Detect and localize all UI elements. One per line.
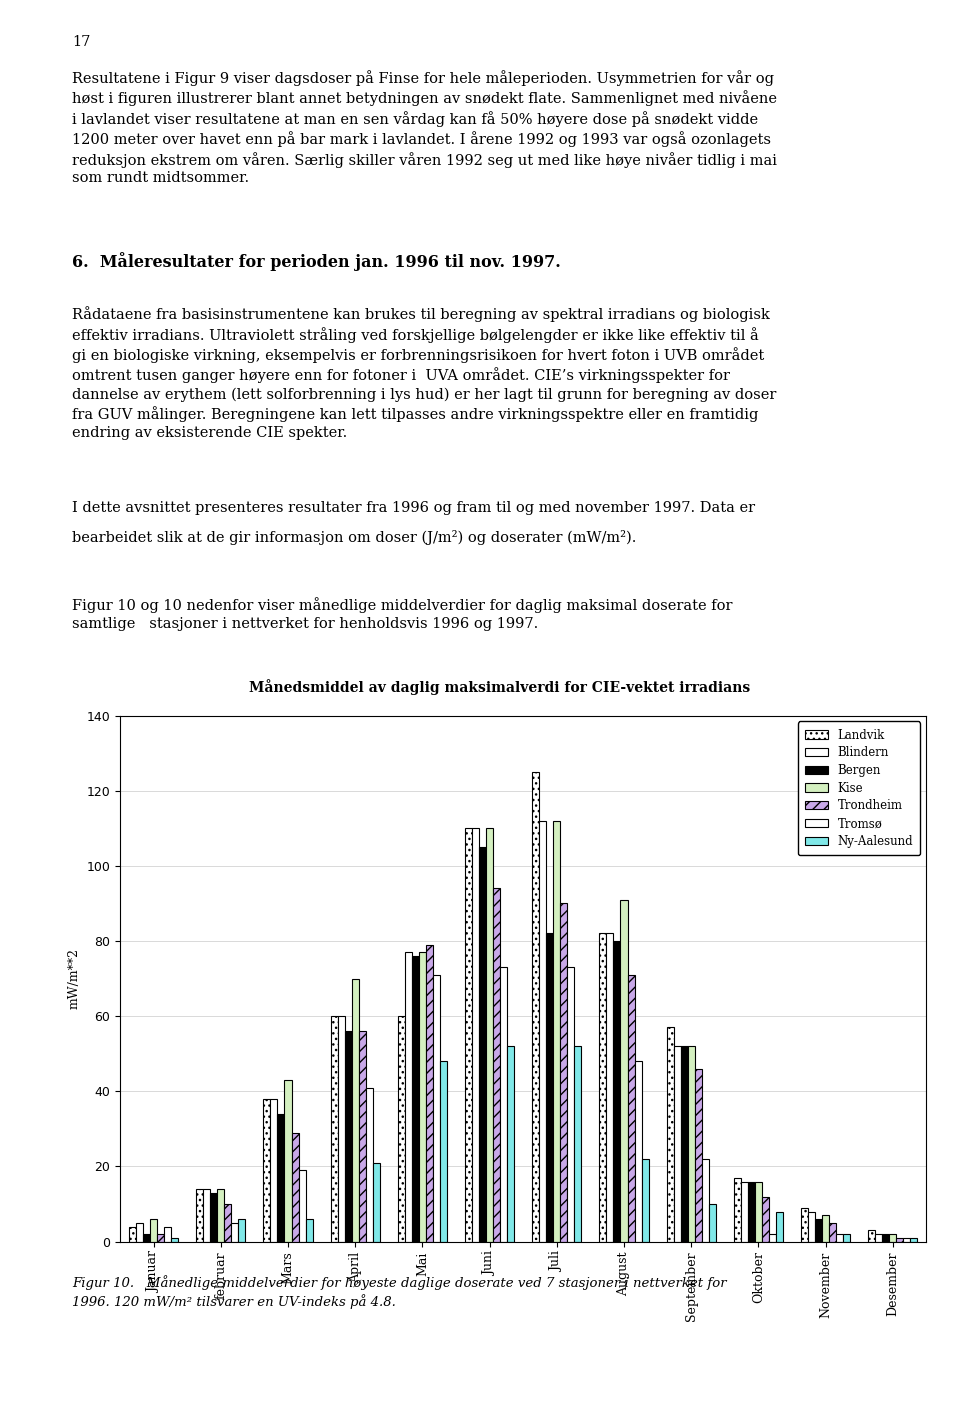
Bar <box>822 1215 829 1242</box>
Bar <box>359 1031 366 1242</box>
Bar <box>868 1230 876 1242</box>
Bar <box>405 953 412 1242</box>
Bar <box>666 1027 674 1242</box>
Bar <box>412 955 419 1242</box>
Bar <box>540 821 546 1242</box>
Bar <box>426 944 433 1242</box>
Bar <box>465 828 472 1242</box>
Bar <box>500 967 507 1242</box>
Bar <box>748 1181 755 1242</box>
Bar <box>263 1099 271 1242</box>
Bar <box>493 888 500 1242</box>
Bar <box>486 828 493 1242</box>
Bar <box>628 975 635 1242</box>
Bar <box>372 1163 380 1242</box>
Bar <box>231 1223 238 1242</box>
Bar <box>836 1235 843 1242</box>
Bar <box>755 1181 762 1242</box>
Bar <box>196 1190 204 1242</box>
Bar <box>238 1219 246 1242</box>
Bar <box>338 1016 345 1242</box>
Bar <box>299 1170 305 1242</box>
Text: 17: 17 <box>72 35 90 49</box>
Bar <box>641 1159 649 1242</box>
Bar <box>366 1087 372 1242</box>
Text: Figur 10.   Månedlige middelverdier for høyeste daglige doserate ved 7 stasjoner: Figur 10. Månedlige middelverdier for hø… <box>72 1274 727 1309</box>
Bar <box>305 1219 313 1242</box>
Y-axis label: mW/m**2: mW/m**2 <box>68 948 81 1009</box>
Bar <box>687 1047 695 1242</box>
Bar <box>897 1237 903 1242</box>
Bar <box>217 1190 225 1242</box>
Bar <box>553 821 561 1242</box>
Text: Rådataene fra basisinstrumentene kan brukes til beregning av spektral irradians : Rådataene fra basisinstrumentene kan bru… <box>72 306 777 441</box>
Bar <box>440 1061 447 1242</box>
Bar <box>635 1061 641 1242</box>
Bar <box>567 967 574 1242</box>
Bar <box>284 1080 292 1242</box>
Bar <box>204 1190 210 1242</box>
Bar <box>815 1219 822 1242</box>
Bar <box>271 1099 277 1242</box>
Bar <box>733 1177 741 1242</box>
Text: Figur 10 og 10 nedenfor viser månedlige middelverdier for daglig maksimal dosera: Figur 10 og 10 nedenfor viser månedlige … <box>72 596 732 630</box>
Text: Resultatene i Figur 9 viser dagsdoser på Finse for hele måleperioden. Usymmetrie: Resultatene i Figur 9 viser dagsdoser på… <box>72 70 777 185</box>
Bar <box>599 933 607 1242</box>
Bar <box>882 1235 889 1242</box>
Bar <box>507 1047 515 1242</box>
Bar <box>620 899 628 1242</box>
Bar <box>292 1132 299 1242</box>
Bar <box>472 828 479 1242</box>
Bar <box>708 1204 716 1242</box>
Bar <box>150 1219 157 1242</box>
Bar <box>674 1047 681 1242</box>
Bar <box>741 1181 748 1242</box>
Bar <box>829 1223 836 1242</box>
Bar <box>769 1235 776 1242</box>
Text: 6.  Måleresultater for perioden jan. 1996 til nov. 1997.: 6. Måleresultater for perioden jan. 1996… <box>72 253 561 271</box>
Bar <box>613 941 620 1242</box>
Bar <box>695 1069 702 1242</box>
Bar <box>345 1031 351 1242</box>
Bar <box>561 904 567 1242</box>
Bar <box>136 1223 143 1242</box>
Bar <box>808 1212 815 1242</box>
Bar <box>903 1237 910 1242</box>
Bar <box>776 1212 783 1242</box>
Text: bearbeidet slik at de gir informasjon om doser (J/m²) og doserater (mW/m²).: bearbeidet slik at de gir informasjon om… <box>72 530 636 544</box>
Bar <box>164 1226 171 1242</box>
Bar <box>876 1235 882 1242</box>
Bar <box>889 1235 897 1242</box>
Bar <box>419 953 426 1242</box>
Bar <box>607 933 613 1242</box>
Bar <box>546 933 553 1242</box>
Bar <box>330 1016 338 1242</box>
Bar <box>843 1235 851 1242</box>
Bar <box>157 1235 164 1242</box>
Bar <box>210 1193 217 1242</box>
Text: Månedsmiddel av daglig maksimalverdi for CIE-vektet irradians: Månedsmiddel av daglig maksimalverdi for… <box>249 679 750 696</box>
Bar <box>574 1047 582 1242</box>
Bar <box>143 1235 150 1242</box>
Bar <box>532 772 540 1242</box>
Bar <box>225 1204 231 1242</box>
Bar <box>479 847 486 1242</box>
Bar <box>910 1237 918 1242</box>
Bar <box>702 1159 708 1242</box>
Bar <box>351 979 359 1242</box>
Bar <box>762 1197 769 1242</box>
Bar <box>433 975 440 1242</box>
Bar <box>171 1237 179 1242</box>
Text: I dette avsnittet presenteres resultater fra 1996 og fram til og med november 19: I dette avsnittet presenteres resultater… <box>72 501 756 515</box>
Bar <box>397 1016 405 1242</box>
Legend: Landvik, Blindern, Bergen, Kise, Trondheim, Tromsø, Ny-Aalesund: Landvik, Blindern, Bergen, Kise, Trondhe… <box>798 721 921 854</box>
Bar <box>801 1208 808 1242</box>
Bar <box>129 1226 136 1242</box>
Bar <box>277 1114 284 1242</box>
Bar <box>681 1047 687 1242</box>
